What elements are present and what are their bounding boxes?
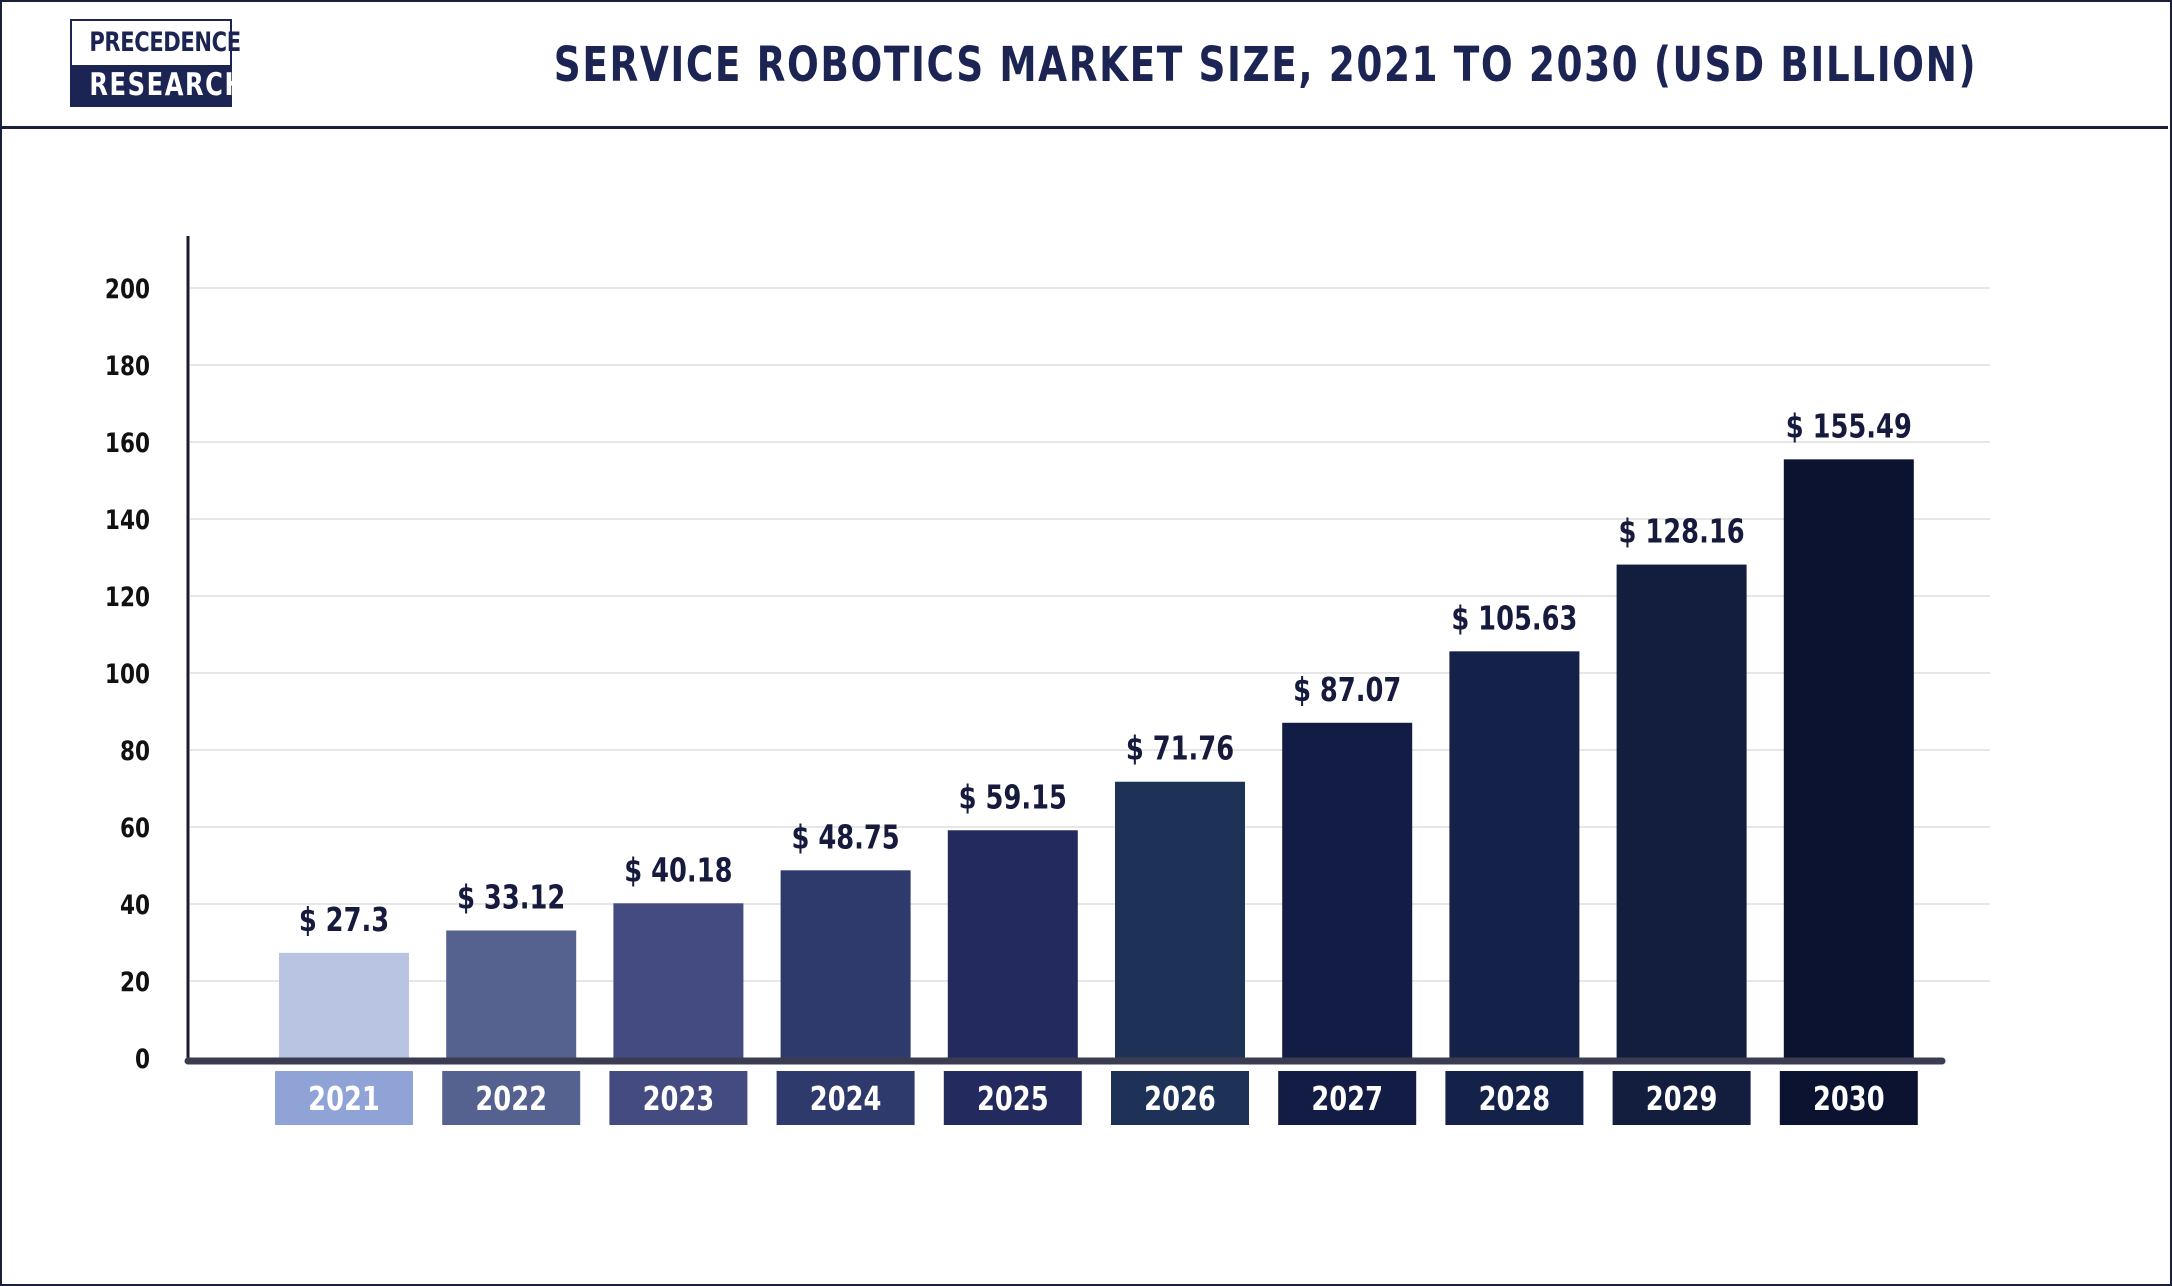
bar bbox=[780, 870, 911, 1058]
y-tick-label: 120 bbox=[105, 581, 150, 613]
x-axis-categories: 2021 2022 2023 2024 2025 2026 2027 2028 2029 2030 bbox=[275, 1071, 1918, 1125]
category-box bbox=[1779, 1071, 1918, 1125]
data-label: $ 27.3 bbox=[299, 901, 389, 939]
data-label: $ 33.12 bbox=[457, 878, 565, 916]
data-label: $ 59.15 bbox=[959, 778, 1067, 816]
chart-header: PRECEDENCE RESEARCH SERVICE ROBOTICS MAR… bbox=[0, 0, 2168, 129]
bar bbox=[613, 903, 744, 1058]
y-tick-label: 160 bbox=[105, 427, 150, 459]
chart-title: SERVICE ROBOTICS MARKET SIZE, 2021 TO 20… bbox=[553, 37, 1978, 93]
bar bbox=[279, 952, 409, 1058]
x-tick-label: 2025 bbox=[977, 1080, 1049, 1118]
category-box bbox=[776, 1071, 915, 1125]
data-label: $ 71.76 bbox=[1126, 730, 1234, 768]
data-label: $ 87.07 bbox=[1293, 671, 1401, 709]
bar bbox=[1783, 459, 1914, 1058]
bar bbox=[1115, 781, 1245, 1058]
y-tick-label: 140 bbox=[105, 504, 150, 536]
y-tick-label: 80 bbox=[120, 735, 150, 767]
bar bbox=[1616, 564, 1747, 1058]
y-tick-label: 40 bbox=[120, 889, 150, 921]
x-tick-label: 2026 bbox=[1144, 1080, 1216, 1118]
y-tick-label: 20 bbox=[120, 966, 150, 998]
value-labels: $ 27.3 $ 33.12 $ 40.18 $ 48.75 $ 59.15 $ 71.7… bbox=[299, 407, 1912, 938]
y-tick-label: 180 bbox=[105, 350, 150, 382]
category-box bbox=[943, 1071, 1082, 1125]
bars bbox=[279, 459, 1914, 1058]
y-axis-ticks: 0 20 40 60 80 100 120 140 160 180 200 bbox=[105, 273, 150, 1075]
category-box bbox=[1111, 1071, 1249, 1125]
axes bbox=[184, 236, 1946, 1065]
data-label: $ 155.49 bbox=[1786, 407, 1912, 445]
category-box bbox=[1445, 1071, 1584, 1125]
precedence-research-logo: PRECEDENCE RESEARCH bbox=[70, 19, 245, 107]
bar bbox=[446, 930, 577, 1058]
data-label: $ 48.75 bbox=[791, 818, 899, 856]
bar bbox=[1282, 722, 1413, 1058]
category-box bbox=[442, 1071, 581, 1125]
bar bbox=[947, 830, 1078, 1058]
bar bbox=[1449, 651, 1580, 1058]
category-box bbox=[275, 1071, 413, 1125]
category-box bbox=[1612, 1071, 1751, 1125]
x-tick-label: 2022 bbox=[475, 1080, 547, 1118]
data-label: $ 128.16 bbox=[1619, 512, 1745, 550]
x-tick-label: 2027 bbox=[1311, 1080, 1383, 1118]
x-tick-label: 2024 bbox=[810, 1080, 882, 1118]
category-box bbox=[609, 1071, 748, 1125]
data-label: $ 105.63 bbox=[1451, 599, 1577, 637]
data-label: $ 40.18 bbox=[624, 851, 732, 889]
y-tick-label: 200 bbox=[105, 273, 150, 305]
logo-line-2-band: RESEARCH bbox=[72, 65, 245, 105]
x-tick-label: 2028 bbox=[1479, 1080, 1551, 1118]
x-tick-label: 2023 bbox=[643, 1080, 715, 1118]
y-tick-label: 0 bbox=[135, 1043, 150, 1075]
y-tick-label: 100 bbox=[105, 658, 150, 690]
x-tick-label: 2021 bbox=[308, 1080, 380, 1118]
x-tick-label: 2029 bbox=[1646, 1080, 1718, 1118]
y-tick-label: 60 bbox=[120, 812, 150, 844]
category-box bbox=[1278, 1071, 1417, 1125]
x-tick-label: 2030 bbox=[1813, 1080, 1885, 1118]
